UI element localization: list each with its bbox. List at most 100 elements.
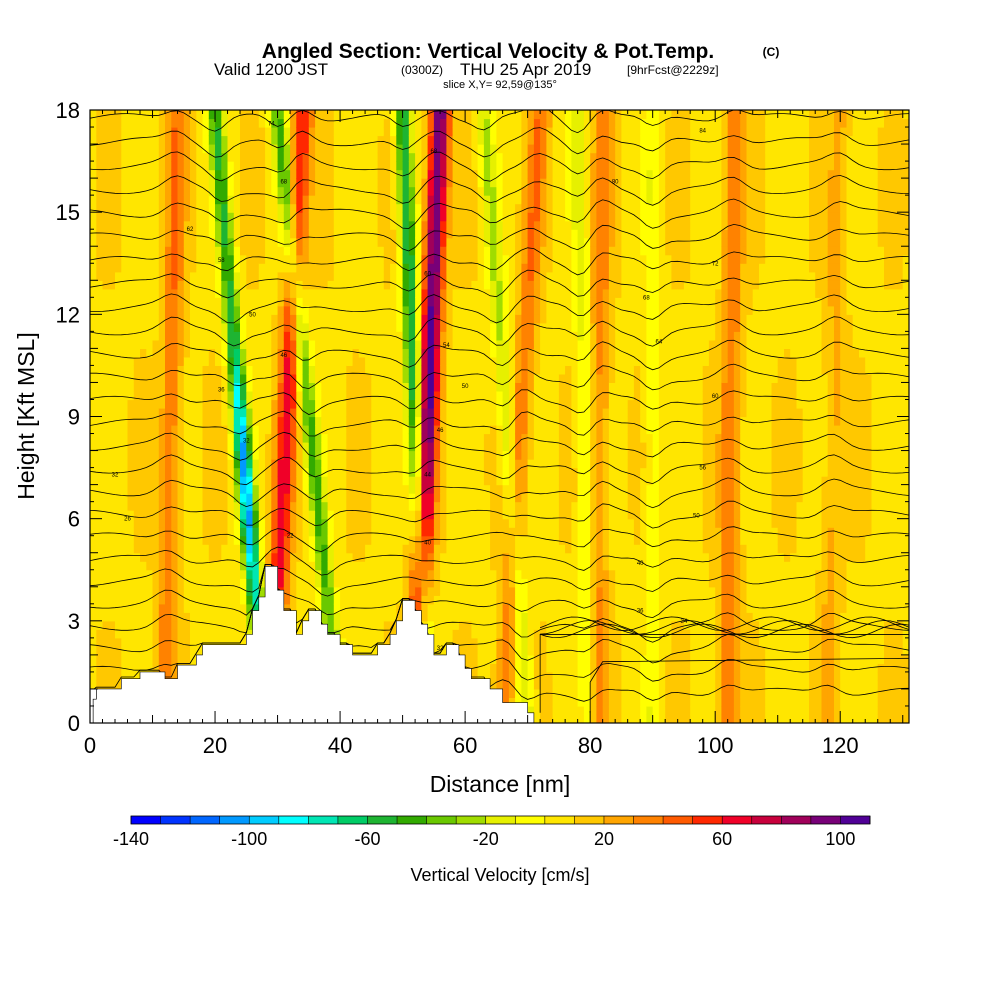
velocity-cell xyxy=(227,493,235,503)
velocity-cell xyxy=(208,178,216,188)
velocity-cell xyxy=(340,544,347,554)
velocity-cell xyxy=(427,195,435,205)
velocity-cell xyxy=(171,416,179,426)
velocity-cell xyxy=(152,356,160,366)
velocity-cell xyxy=(127,322,135,332)
velocity-cell xyxy=(96,569,104,579)
velocity-cell xyxy=(502,637,510,647)
velocity-cell xyxy=(227,399,235,409)
velocity-cell xyxy=(358,271,366,281)
velocity-cell xyxy=(271,271,279,281)
velocity-cell xyxy=(315,220,322,230)
velocity-cell xyxy=(102,212,110,222)
velocity-cell xyxy=(452,152,460,162)
velocity-cell xyxy=(490,518,497,528)
velocity-cell xyxy=(496,186,504,196)
velocity-cell xyxy=(146,314,154,324)
velocity-cell xyxy=(108,544,116,554)
velocity-cell xyxy=(358,493,366,503)
velocity-cell xyxy=(340,433,347,443)
velocity-cell xyxy=(258,186,266,196)
velocity-cell xyxy=(208,382,216,392)
velocity-cell xyxy=(196,629,204,639)
velocity-cell xyxy=(308,348,316,358)
velocity-cell xyxy=(108,493,116,503)
velocity-cell xyxy=(258,578,266,588)
velocity-cell xyxy=(240,637,247,647)
velocity-cell xyxy=(127,263,135,273)
velocity-cell xyxy=(308,467,316,477)
velocity-cell xyxy=(258,144,266,154)
velocity-cell xyxy=(90,382,97,392)
velocity-cell xyxy=(290,263,297,273)
velocity-cell xyxy=(165,365,172,375)
velocity-cell xyxy=(290,178,297,188)
velocity-cell xyxy=(290,195,297,205)
velocity-cell xyxy=(371,246,379,256)
velocity-cell xyxy=(483,186,491,196)
velocity-cell xyxy=(302,391,310,401)
velocity-cell xyxy=(202,331,210,341)
velocity-cell xyxy=(508,297,516,307)
velocity-cell xyxy=(483,467,491,477)
velocity-cell xyxy=(108,663,116,673)
velocity-cell xyxy=(115,144,122,154)
velocity-cell xyxy=(396,271,404,281)
velocity-cell xyxy=(515,612,522,622)
velocity-cell xyxy=(271,535,279,545)
velocity-cell xyxy=(96,314,104,324)
velocity-cell xyxy=(327,339,335,349)
velocity-cell xyxy=(140,476,147,486)
velocity-cell xyxy=(265,442,272,452)
velocity-cell xyxy=(308,493,316,503)
velocity-cell xyxy=(102,408,110,418)
velocity-cell xyxy=(408,425,416,435)
velocity-cell xyxy=(408,382,416,392)
velocity-cell xyxy=(465,552,472,562)
velocity-cell xyxy=(321,535,329,545)
velocity-cell xyxy=(271,331,279,341)
velocity-cell xyxy=(433,178,441,188)
velocity-cell xyxy=(483,501,491,511)
velocity-cell xyxy=(265,314,272,324)
velocity-cell xyxy=(233,459,241,469)
velocity-cell xyxy=(315,322,322,332)
velocity-cell xyxy=(496,314,504,324)
velocity-cell xyxy=(327,144,335,154)
velocity-cell xyxy=(402,569,410,579)
velocity-cell xyxy=(158,442,166,452)
velocity-cell xyxy=(433,195,441,205)
velocity-cell xyxy=(208,280,216,290)
velocity-cell xyxy=(190,229,197,239)
velocity-cell xyxy=(215,229,222,239)
velocity-cell xyxy=(240,169,247,179)
velocity-cell xyxy=(340,425,347,435)
velocity-cell xyxy=(246,459,254,469)
velocity-cell xyxy=(402,237,410,247)
velocity-cell xyxy=(415,408,422,418)
velocity-cell xyxy=(371,399,379,409)
velocity-cell xyxy=(390,586,397,596)
velocity-cell xyxy=(96,450,104,460)
velocity-cell xyxy=(258,271,266,281)
velocity-cell xyxy=(496,212,504,222)
velocity-cell xyxy=(140,220,147,230)
velocity-cell xyxy=(346,169,354,179)
velocity-cell xyxy=(352,288,360,298)
velocity-cell xyxy=(471,620,479,630)
valid-time-utc: (0300Z) xyxy=(401,63,443,77)
velocity-cell xyxy=(140,459,147,469)
velocity-cell xyxy=(171,595,179,605)
velocity-cell xyxy=(271,339,279,349)
velocity-cell xyxy=(327,629,335,639)
velocity-cell xyxy=(440,314,447,324)
velocity-cell xyxy=(277,161,285,171)
velocity-cell xyxy=(90,110,97,120)
velocity-cell xyxy=(396,331,404,341)
velocity-cell xyxy=(315,535,322,545)
velocity-cell xyxy=(158,195,166,205)
velocity-cell xyxy=(165,561,172,571)
velocity-cell xyxy=(483,144,491,154)
velocity-cell xyxy=(483,663,491,673)
velocity-cell xyxy=(346,586,354,596)
